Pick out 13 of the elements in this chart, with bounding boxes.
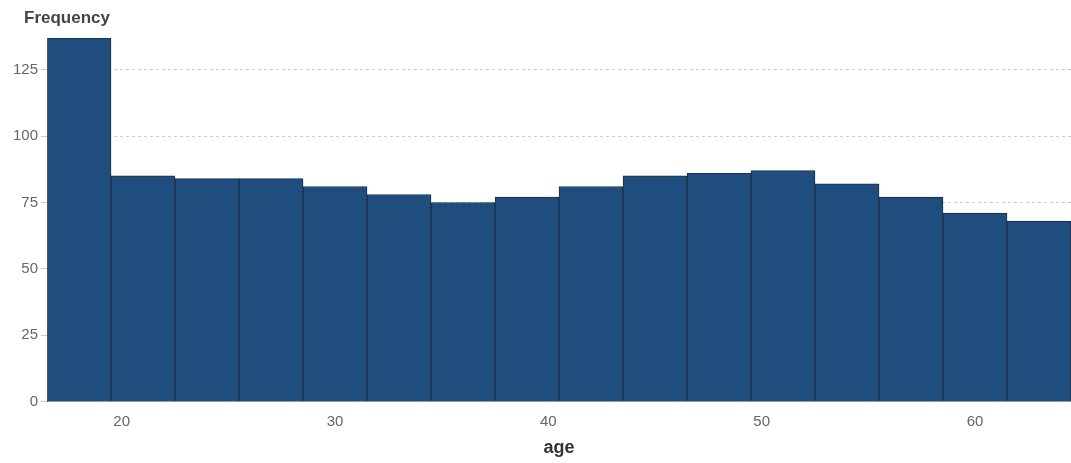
y-tick-label: 75	[21, 192, 39, 210]
x-tick-label: 50	[753, 411, 771, 429]
x-tick-label: 60	[966, 411, 984, 429]
x-tick-label: 30	[326, 411, 344, 429]
y-tick-label: 25	[21, 325, 39, 343]
y-axis-title: Frequency	[24, 8, 111, 28]
y-tick-label: 50	[21, 258, 39, 276]
x-axis-title: age	[543, 437, 575, 458]
x-tick-label: 20	[113, 411, 131, 429]
y-tick-label: 0	[29, 391, 39, 409]
y-tick-label: 100	[13, 126, 39, 144]
y-tick-label: 125	[13, 59, 39, 77]
x-tick-label: 40	[540, 411, 557, 429]
